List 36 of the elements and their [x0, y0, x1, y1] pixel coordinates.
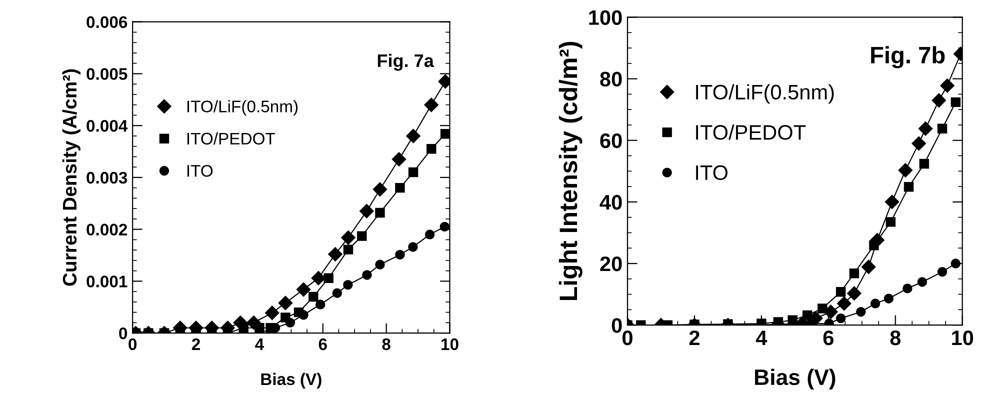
legend-label: ITO: [187, 164, 213, 177]
x-tick-label: 10: [952, 330, 974, 346]
x-tick-label: 8: [382, 338, 390, 350]
x-tick-label: 2: [689, 330, 700, 346]
legend-label: ITO: [696, 165, 728, 180]
x-axis-title: Bias (V): [261, 372, 322, 388]
x-tick-label: 2: [192, 338, 200, 350]
y-tick-label: 20: [600, 256, 622, 272]
x-tick-label: 4: [255, 338, 264, 350]
y-tick-label: 0.004: [86, 120, 128, 132]
legend-label: ITO/LiF(0.5nm): [696, 84, 834, 104]
y-tick-label: 0.005: [86, 68, 128, 80]
y-tick-label: 60: [600, 133, 622, 148]
annotation: Fig. 7a: [378, 54, 434, 71]
y-tick-label: 0.001: [86, 276, 128, 288]
x-tick-label: 0: [622, 330, 632, 346]
legend-label: ITO/LiF(0.5nm): [187, 100, 298, 116]
y-axis-title: Current Density (A/cm²): [62, 69, 80, 286]
y-tick-label: 0: [612, 318, 622, 333]
x-tick-label: 0: [128, 338, 137, 350]
x-axis-title: Bias (V): [755, 368, 836, 390]
y-tick-label: 40: [600, 194, 622, 210]
y-tick-label: 100: [589, 10, 622, 25]
x-tick-label: 8: [890, 330, 901, 346]
legend-label: ITO/PEDOT: [696, 124, 806, 140]
x-tick-label: 6: [318, 338, 327, 350]
y-axis-title: Light Intensity (cd/m²): [558, 42, 582, 300]
legend-label: ITO/PEDOT: [187, 132, 276, 145]
annotation: Fig. 7b: [871, 46, 945, 68]
y-tick-label: 80: [600, 72, 622, 87]
x-tick-label: 4: [756, 330, 768, 346]
x-tick-label: 10: [442, 338, 458, 350]
y-tick-label: 0.002: [86, 224, 128, 236]
y-tick-label: 0.006: [86, 16, 128, 28]
x-tick-label: 6: [823, 330, 834, 346]
y-tick-label: 0.003: [86, 172, 128, 184]
